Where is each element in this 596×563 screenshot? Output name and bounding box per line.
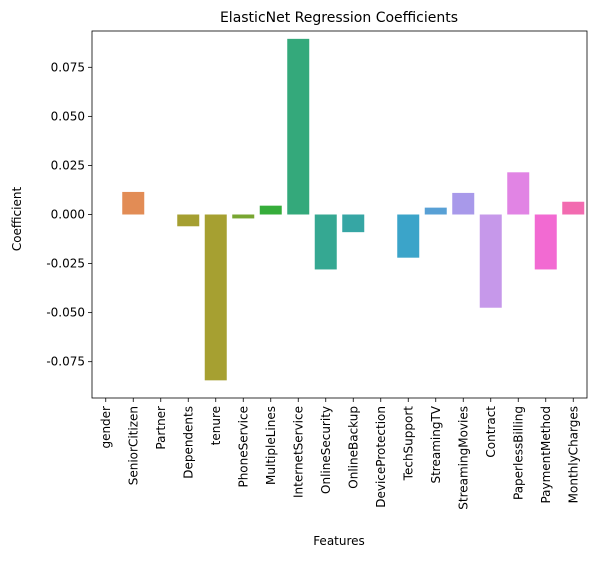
bar-Dependents [177, 214, 200, 227]
bar-tenure [204, 214, 227, 381]
bar-PaperlessBilling [507, 172, 530, 215]
x-tick-label: StreamingTV [429, 405, 443, 483]
x-tick-label: DeviceProtection [374, 406, 388, 508]
x-tick-label: tenure [209, 406, 223, 445]
y-tick-label: 0.025 [51, 158, 85, 172]
bar-OnlineSecurity [314, 214, 337, 270]
y-tick-label: -0.025 [46, 257, 85, 271]
bar-Contract [479, 214, 502, 308]
bar-InternetService [287, 38, 310, 215]
x-tick-label: MonthlyCharges [566, 406, 580, 503]
x-tick-label: Contract [484, 406, 498, 458]
x-tick-label: Dependents [181, 406, 195, 479]
x-tick-label: SeniorCitizen [126, 406, 140, 485]
x-tick-label: MultipleLines [264, 406, 278, 485]
bar-StreamingMovies [452, 192, 475, 215]
bar-PhoneService [232, 214, 255, 219]
x-tick-label: OnlineSecurity [319, 406, 333, 494]
x-tick-label: StreamingMovies [456, 406, 470, 510]
x-tick-label: Partner [154, 406, 168, 450]
bar-MultipleLines [259, 205, 282, 215]
x-tick-label: OnlineBackup [346, 406, 360, 489]
x-tick-label: PhoneService [236, 406, 250, 488]
chart-title: ElasticNet Regression Coefficients [220, 10, 458, 26]
bars-layer [122, 38, 585, 381]
y-axis-label: Coefficient [10, 187, 24, 252]
x-tick-label: gender [99, 406, 113, 449]
y-tick-label: 0.075 [51, 60, 85, 74]
bar-TechSupport [397, 214, 420, 258]
x-tick-label: TechSupport [401, 406, 415, 482]
axes-layer: -0.075 -0.050 -0.025 0.000 0.025 0.050 0.075 ge… [46, 30, 588, 510]
y-tick-label: 0.000 [51, 208, 85, 222]
y-tick-label: -0.075 [46, 355, 85, 369]
bar-MonthlyCharges [562, 201, 585, 215]
x-tick-label: InternetService [291, 406, 305, 498]
y-tick-label: 0.050 [51, 109, 85, 123]
y-tick-label: -0.050 [46, 306, 85, 320]
bar-StreamingTV [424, 207, 447, 215]
x-tick-label: PaperlessBilling [511, 406, 525, 500]
bar-SeniorCitizen [122, 191, 145, 215]
x-tick-label: PaymentMethod [539, 406, 553, 504]
bar-OnlineBackup [342, 214, 365, 233]
bar-PaymentMethod [534, 214, 557, 270]
x-axis-label: Features [313, 534, 365, 548]
